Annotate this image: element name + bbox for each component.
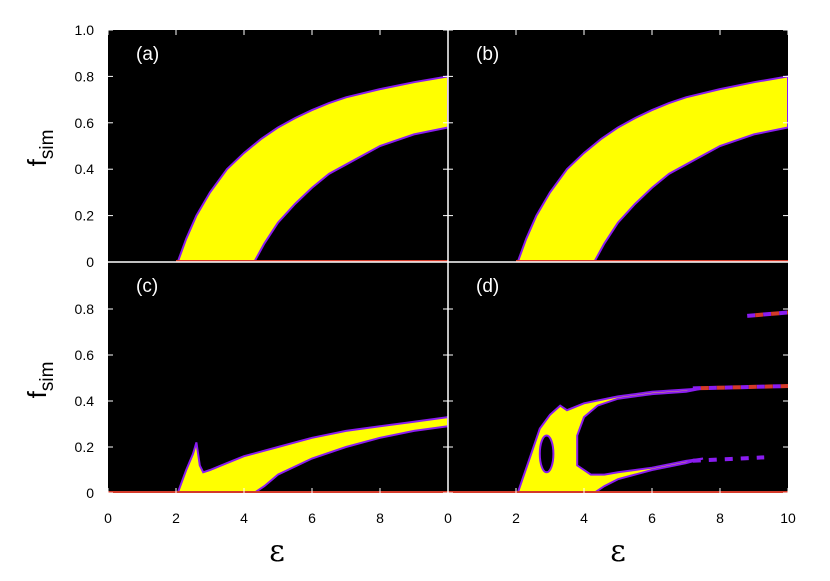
- panel-label: (c): [136, 276, 158, 297]
- x-axis-label-left: ε: [269, 534, 285, 569]
- panel-content: [176, 75, 448, 262]
- dashed-branch-3: [747, 310, 788, 318]
- panel-content: [516, 75, 788, 262]
- x-tick-label: 4: [580, 510, 588, 526]
- y-tick-label: 0: [86, 485, 94, 501]
- yellow-region: [176, 75, 448, 262]
- tick-labels: 1.00.80.60.40.200.80.60.40.200 2 4 6 8 0 2 4 6 8 1…: [75, 22, 796, 526]
- y-tick-label: 0.2: [75, 439, 95, 455]
- y-tick-label: 1.0: [75, 22, 95, 38]
- panel-background: [448, 262, 788, 493]
- region-hole: [538, 434, 555, 474]
- yellow-region: [516, 75, 788, 262]
- panel-content: [108, 416, 448, 493]
- x-tick-label: 4: [240, 510, 248, 526]
- panel-a: (a): [108, 30, 448, 262]
- y-tick-label: 0.8: [75, 68, 95, 84]
- panel-label: (d): [476, 276, 499, 297]
- y-tick-label: 0.4: [75, 161, 95, 177]
- dashed-branch-1-red: [692, 384, 788, 391]
- x-tick-label: 10: [780, 510, 796, 526]
- panel-b: (b): [448, 30, 788, 262]
- y-tick-label: 0.8: [75, 301, 95, 317]
- x-axis-label-right: ε: [610, 534, 626, 569]
- x-tick-label: 8: [716, 510, 724, 526]
- yellow-region: [176, 416, 448, 493]
- panel-label: (b): [476, 44, 499, 65]
- x-tick-label: 0: [104, 510, 112, 526]
- x-tick-label: 6: [308, 510, 316, 526]
- x-tick-label: 6: [648, 510, 656, 526]
- y-tick-label: 0: [86, 254, 94, 270]
- x-tick-label: 2: [512, 510, 520, 526]
- panel-c: (c): [108, 262, 448, 493]
- x-tick-label: 0: [444, 510, 452, 526]
- x-tick-label: 2: [172, 510, 180, 526]
- yellow-region: [516, 387, 704, 493]
- x-tick-label: 8: [376, 510, 384, 526]
- y-axis-label-bottom: fsim: [22, 362, 58, 399]
- dashed-branch-2: [692, 455, 765, 463]
- y-axis-label-top: fsim: [22, 130, 58, 167]
- panel-label: (a): [136, 44, 159, 65]
- panels: (a) (b) (c) (d): [107, 29, 789, 494]
- panel-content: [448, 310, 788, 493]
- y-tick-label: 0.6: [75, 347, 95, 363]
- y-tick-label: 0.2: [75, 208, 95, 224]
- panel-d: (d): [448, 262, 788, 493]
- y-tick-label: 0.4: [75, 393, 95, 409]
- y-tick-label: 0.6: [75, 115, 95, 131]
